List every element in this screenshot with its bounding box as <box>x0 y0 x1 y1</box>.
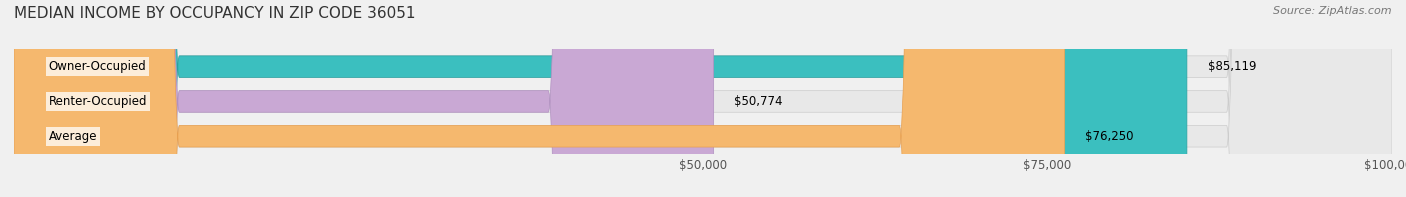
FancyBboxPatch shape <box>14 0 1064 197</box>
FancyBboxPatch shape <box>14 0 1187 197</box>
Text: $50,774: $50,774 <box>734 95 783 108</box>
FancyBboxPatch shape <box>14 0 714 197</box>
Text: Renter-Occupied: Renter-Occupied <box>48 95 148 108</box>
Text: $76,250: $76,250 <box>1085 130 1133 143</box>
Text: MEDIAN INCOME BY OCCUPANCY IN ZIP CODE 36051: MEDIAN INCOME BY OCCUPANCY IN ZIP CODE 3… <box>14 6 416 21</box>
Text: $85,119: $85,119 <box>1208 60 1256 73</box>
Text: Source: ZipAtlas.com: Source: ZipAtlas.com <box>1274 6 1392 16</box>
FancyBboxPatch shape <box>14 0 1392 197</box>
FancyBboxPatch shape <box>14 0 1392 197</box>
Text: Owner-Occupied: Owner-Occupied <box>48 60 146 73</box>
Text: Average: Average <box>48 130 97 143</box>
FancyBboxPatch shape <box>14 0 1392 197</box>
